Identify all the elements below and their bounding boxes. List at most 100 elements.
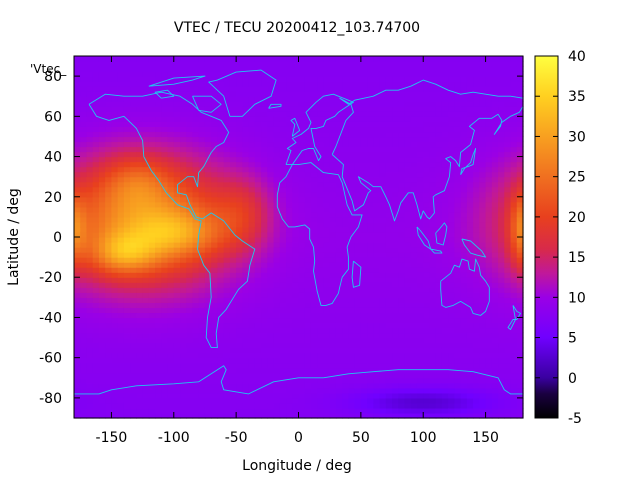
heatmap-cell (335, 56, 343, 62)
heatmap-cell (385, 216, 393, 223)
heatmap-cell (86, 61, 94, 67)
heatmap-cell (360, 56, 368, 62)
heatmap-cell (329, 96, 337, 102)
heatmap-cell (204, 267, 212, 273)
heatmap-cell (310, 277, 318, 283)
heatmap-cell (229, 141, 237, 148)
heatmap-cell (385, 407, 393, 414)
heatmap-cell (192, 247, 200, 253)
heatmap-cell (310, 176, 318, 183)
heatmap-cell (410, 362, 418, 369)
heatmap-cell (460, 111, 468, 117)
heatmap-cell (123, 392, 131, 399)
heatmap-cell (479, 196, 487, 203)
heatmap-cell (180, 312, 187, 319)
heatmap-cell (267, 161, 275, 168)
heatmap-cell (360, 211, 368, 218)
heatmap-cell (223, 362, 231, 369)
heatmap-cell (92, 402, 100, 409)
heatmap-cell (423, 372, 431, 379)
heatmap-cell (286, 402, 293, 409)
heatmap-cell (267, 337, 275, 344)
heatmap-cell (466, 302, 474, 308)
heatmap-cell (448, 242, 456, 248)
heatmap-cell (491, 312, 499, 319)
heatmap-cell (211, 171, 219, 178)
heatmap-cell (123, 267, 131, 273)
heatmap-cell (136, 186, 144, 193)
heatmap-cell (248, 76, 256, 82)
heatmap-cell (148, 392, 156, 399)
heatmap-cell (111, 146, 119, 153)
heatmap-cell (92, 327, 100, 334)
heatmap-cell (354, 196, 362, 203)
heatmap-cell (111, 196, 119, 203)
heatmap-cell (410, 166, 418, 173)
heatmap-cell (286, 302, 293, 308)
heatmap-cell (491, 292, 499, 298)
heatmap-cell (435, 282, 443, 288)
heatmap-cell (211, 372, 219, 379)
heatmap-cell (342, 322, 349, 329)
heatmap-cell (261, 282, 268, 288)
heatmap-cell (211, 317, 219, 324)
heatmap-cell (354, 61, 362, 67)
heatmap-cell (80, 282, 88, 288)
heatmap-cell (385, 372, 393, 379)
heatmap-cell (310, 412, 318, 419)
heatmap-cell (173, 332, 181, 339)
heatmap-cell (229, 327, 237, 334)
heatmap-cell (229, 81, 237, 87)
heatmap-cell (80, 262, 88, 268)
heatmap-cell (217, 61, 225, 67)
heatmap-cell (360, 252, 368, 258)
heatmap-cell (105, 61, 113, 67)
heatmap-cell (130, 171, 137, 178)
heatmap-cell (198, 181, 206, 188)
heatmap-cell (236, 221, 243, 228)
heatmap-cell (223, 146, 231, 153)
heatmap-cell (130, 96, 137, 102)
heatmap-cell (491, 96, 499, 102)
heatmap-cell (398, 61, 406, 67)
heatmap-cell (323, 221, 331, 228)
heatmap-cell (466, 171, 474, 178)
heatmap-cell (317, 287, 325, 293)
heatmap-cell (98, 302, 106, 308)
heatmap-cell (491, 247, 499, 253)
heatmap-cell (229, 387, 237, 394)
heatmap-cell (373, 186, 381, 193)
heatmap-cell (98, 191, 106, 198)
heatmap-cell (111, 151, 119, 158)
heatmap-cell (416, 226, 424, 233)
heatmap-cell (80, 317, 88, 324)
heatmap-cell (186, 161, 194, 168)
heatmap-cell (279, 161, 287, 168)
heatmap-cell (491, 252, 499, 258)
heatmap-cell (74, 151, 81, 158)
heatmap-cell (111, 362, 119, 369)
heatmap-cell (117, 277, 125, 283)
heatmap-cell (198, 332, 206, 339)
heatmap-cell (410, 101, 418, 107)
heatmap-cell (429, 237, 437, 243)
heatmap-cell (398, 196, 406, 203)
heatmap-cell (105, 131, 113, 138)
heatmap-cell (423, 116, 431, 122)
heatmap-cell (279, 337, 287, 344)
heatmap-cell (485, 156, 493, 163)
heatmap-cell (379, 231, 387, 238)
heatmap-cell (80, 201, 88, 208)
heatmap-cell (498, 292, 505, 298)
heatmap-cell (86, 176, 94, 183)
heatmap-cell (367, 377, 374, 384)
heatmap-cell (92, 352, 100, 359)
heatmap-cell (473, 61, 480, 67)
heatmap-cell (404, 111, 412, 117)
heatmap-cell (473, 342, 480, 349)
heatmap-cell (398, 121, 406, 127)
heatmap-cell (105, 267, 113, 273)
heatmap-cell (142, 116, 150, 122)
heatmap-cell (392, 312, 399, 319)
heatmap-cell (167, 211, 175, 218)
